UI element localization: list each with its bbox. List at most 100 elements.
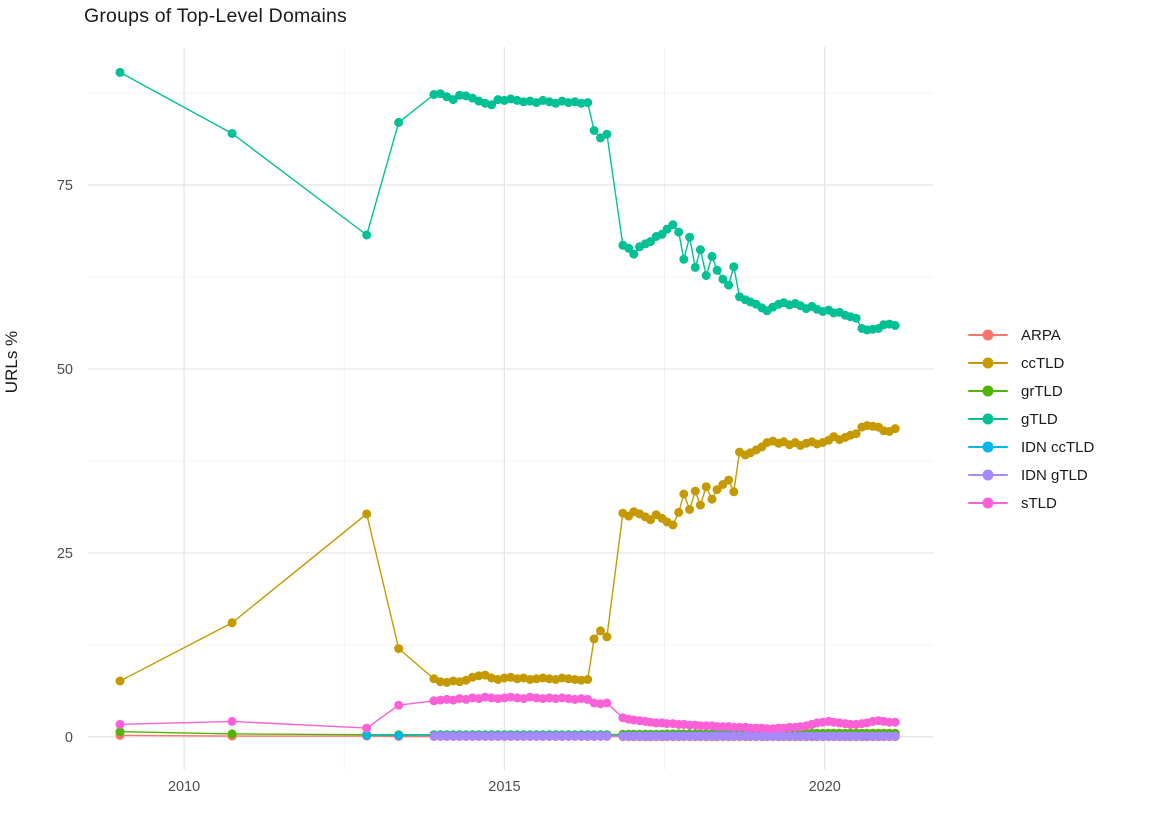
legend-key-dot — [982, 385, 994, 397]
data-point — [851, 313, 861, 323]
data-point — [544, 731, 554, 741]
data-point — [685, 505, 695, 514]
data-point — [227, 618, 237, 628]
data-point — [695, 500, 705, 510]
data-point — [724, 280, 734, 290]
data-point — [583, 731, 593, 741]
data-point — [890, 717, 900, 727]
legend-item-ARPA: ARPA — [968, 326, 1094, 344]
data-point — [890, 424, 900, 434]
gridlines — [88, 47, 933, 770]
data-point — [718, 274, 728, 284]
data-point — [227, 729, 237, 739]
data-point — [557, 731, 567, 741]
series-gTLD — [115, 67, 900, 335]
data-point — [629, 249, 639, 259]
data-point — [115, 67, 125, 77]
data-point — [576, 731, 586, 741]
data-point — [589, 634, 599, 644]
data-point — [115, 727, 125, 737]
legend-key-icon — [968, 438, 1008, 456]
legend-label: ARPA — [1021, 326, 1061, 344]
legend-item-gTLD: gTLD — [968, 410, 1094, 428]
data-point — [499, 731, 509, 741]
data-point — [583, 675, 593, 684]
series-sTLD — [115, 692, 900, 734]
legend-item-IDN-ccTLD: IDN ccTLD — [968, 438, 1094, 456]
axis-tick-labels: 0 25 50 75 2010 2015 2020 — [57, 178, 841, 795]
data-point — [589, 126, 599, 135]
legend-key-dot — [982, 329, 994, 341]
data-point — [668, 220, 678, 230]
data-point — [602, 731, 612, 741]
data-point — [227, 716, 237, 726]
data-point — [538, 731, 548, 741]
data-point — [596, 731, 605, 741]
data-point — [674, 227, 684, 237]
legend-label: IDN ccTLD — [1021, 438, 1095, 456]
data-point — [455, 731, 465, 741]
data-point — [487, 731, 497, 741]
legend-key-icon — [968, 354, 1008, 372]
data-point — [525, 731, 535, 741]
legend-key-icon — [968, 410, 1008, 428]
y-tick-label: 0 — [65, 730, 73, 746]
data-point — [435, 731, 445, 741]
legend-label: sTLD — [1021, 494, 1057, 512]
legend-key-icon — [968, 494, 1008, 512]
data-point — [394, 644, 404, 654]
data-point — [690, 486, 700, 496]
data-point — [429, 696, 439, 706]
series-line — [119, 424, 896, 684]
series-IDN-gTLD — [429, 731, 900, 741]
data-point — [115, 676, 125, 686]
data-point — [707, 494, 717, 504]
y-tick-label: 50 — [57, 362, 73, 378]
data-point — [583, 98, 593, 108]
data-point — [890, 731, 900, 741]
data-point — [467, 731, 477, 741]
series-ccTLD — [115, 421, 900, 687]
data-point — [674, 507, 684, 517]
data-point — [890, 321, 900, 330]
legend-key-icon — [968, 326, 1008, 344]
legend-label: gTLD — [1021, 410, 1058, 428]
series-line — [119, 71, 896, 331]
data-point — [695, 245, 705, 255]
data-point — [531, 693, 541, 703]
legend-item-ccTLD: ccTLD — [968, 354, 1094, 372]
legend-key-dot — [982, 441, 994, 453]
data-point — [394, 700, 404, 710]
data-point — [519, 731, 529, 741]
data-point — [115, 719, 125, 729]
data-point — [685, 232, 695, 242]
data-point — [712, 265, 722, 275]
x-tick-label: 2010 — [168, 779, 200, 795]
data-point — [701, 482, 711, 492]
y-tick-label: 75 — [57, 178, 73, 194]
legend-key-dot — [982, 497, 994, 509]
legend-label: ccTLD — [1021, 354, 1065, 372]
data-point — [729, 262, 739, 272]
data-point — [668, 520, 678, 530]
data-point — [624, 243, 634, 253]
data-point — [602, 129, 612, 139]
data-point — [448, 731, 458, 741]
data-point — [362, 723, 372, 733]
data-point — [589, 731, 599, 741]
data-point — [474, 731, 484, 741]
legend-key-dot — [982, 413, 994, 425]
data-point — [531, 731, 541, 741]
legend-label: grTLD — [1021, 382, 1063, 400]
legend-key-dot — [982, 357, 994, 369]
legend-key-dot — [982, 469, 994, 481]
data-point — [487, 100, 497, 110]
data-point — [679, 489, 689, 499]
data-point — [362, 730, 372, 740]
data-point — [551, 731, 561, 741]
chart-title: Groups of Top-Level Domains — [84, 5, 348, 27]
data-point — [442, 731, 452, 741]
data-point — [701, 271, 711, 280]
x-tick-label: 2015 — [488, 779, 520, 795]
